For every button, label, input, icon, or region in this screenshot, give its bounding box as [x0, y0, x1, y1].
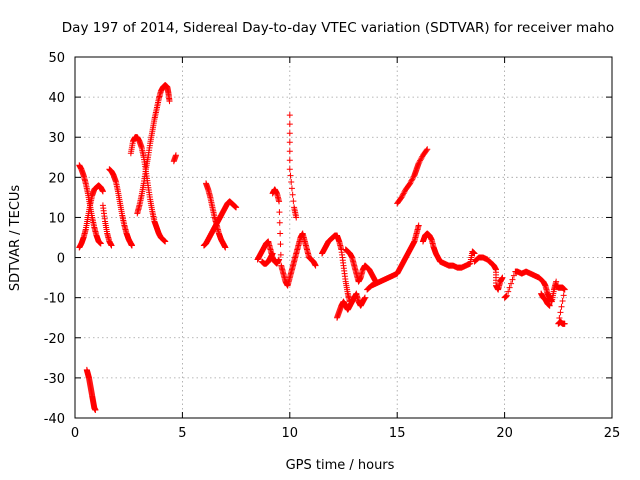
data-point [503, 292, 510, 299]
x-tick-label: 10 [282, 426, 299, 441]
data-point [286, 157, 293, 164]
data-point [222, 244, 229, 251]
axis-ticks: 0 5 10 15 20 25 -40 -30 -20 -10 0 10 20 30 40 50 [44, 51, 621, 441]
y-tick-label: 0 [57, 252, 65, 267]
data-point [471, 250, 478, 257]
data-point [361, 294, 368, 301]
data-point [277, 241, 284, 248]
data-point [288, 179, 295, 186]
data-point [415, 222, 422, 229]
data-point [416, 158, 423, 165]
chart-title: Day 197 of 2014, Sidereal Day-to-day VTE… [62, 20, 614, 36]
data-point [286, 139, 293, 146]
data-point [400, 190, 407, 197]
data-point [508, 280, 515, 287]
y-tick-label: 20 [48, 171, 65, 186]
data-point [286, 112, 293, 119]
data-point [408, 177, 415, 184]
x-axis-label: GPS time / hours [286, 458, 395, 473]
data-point [560, 292, 567, 299]
data-point [286, 121, 293, 128]
data-point [99, 188, 106, 195]
y-tick-label: 10 [48, 211, 65, 226]
x-tick-label: 25 [604, 426, 621, 441]
data-point [128, 242, 135, 249]
data-point [277, 230, 284, 237]
data-point [108, 242, 115, 249]
data-point [97, 240, 104, 247]
data-point [558, 303, 565, 310]
plot-frame [74, 56, 613, 419]
data-point [269, 250, 276, 257]
data-point [289, 191, 296, 198]
y-tick-label: -40 [44, 412, 65, 427]
data-point [286, 130, 293, 137]
data-point [546, 302, 553, 309]
data-point [505, 288, 512, 295]
data-point [509, 276, 516, 283]
data-point [407, 180, 414, 187]
data-point [399, 191, 406, 198]
data-point [506, 284, 513, 291]
y-tick-label: 30 [48, 131, 65, 146]
y-tick-label: -20 [44, 332, 65, 347]
data-point [287, 172, 294, 179]
x-tick-label: 0 [71, 426, 79, 441]
data-point [398, 194, 405, 201]
data-point [166, 98, 173, 105]
grid [75, 57, 612, 418]
data-point [423, 147, 430, 154]
data-point [399, 193, 406, 200]
data-point [409, 176, 416, 183]
x-tick-label: 20 [496, 426, 513, 441]
data-point [290, 198, 297, 205]
data-point [561, 320, 568, 327]
y-tick-label: -30 [44, 372, 65, 387]
data-point [276, 198, 283, 205]
x-tick-label: 5 [178, 426, 186, 441]
data-point [499, 274, 506, 281]
data-point [559, 298, 566, 305]
x-tick-label: 15 [389, 426, 406, 441]
data-point [312, 262, 319, 269]
y-tick-label: 50 [48, 51, 65, 66]
data-point [293, 214, 300, 221]
y-tick-label: -10 [44, 292, 65, 307]
y-tick-label: 40 [48, 91, 65, 106]
data-point [286, 148, 293, 155]
data-point [277, 251, 284, 258]
data-point [401, 189, 408, 196]
data-point [288, 185, 295, 192]
data-point [561, 286, 568, 293]
data-point [417, 157, 424, 164]
data-point [510, 272, 517, 279]
data-point [415, 160, 422, 167]
data-points [76, 82, 568, 413]
data-point [276, 219, 283, 226]
data-point [409, 175, 416, 182]
data-point [424, 146, 431, 153]
data-point [92, 406, 99, 413]
y-axis-label: SDTVAR / TECUs [8, 185, 23, 292]
data-point [418, 154, 425, 161]
data-point [286, 166, 293, 173]
data-point [276, 256, 283, 263]
data-point [407, 179, 414, 186]
data-point [276, 209, 283, 216]
data-point [172, 152, 179, 159]
data-point [162, 238, 169, 245]
data-point [557, 309, 564, 316]
data-point [417, 156, 424, 163]
data-point [233, 204, 240, 211]
